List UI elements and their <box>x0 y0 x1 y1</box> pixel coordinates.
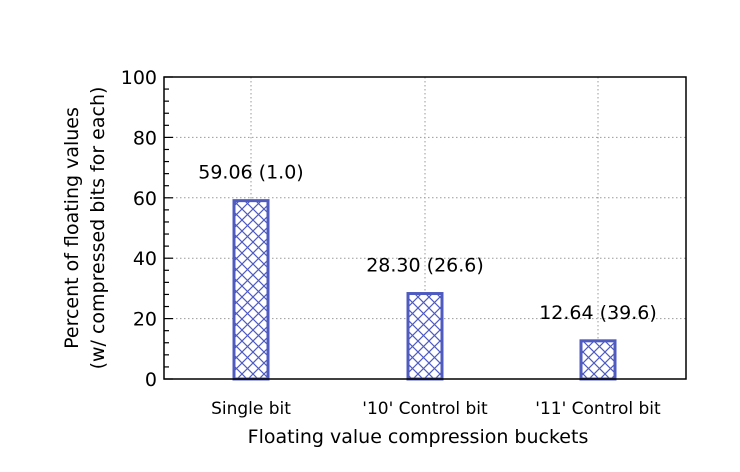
data-label: 28.30 (26.6) <box>366 255 484 277</box>
y-axis-title-line-1: Percent of floating values <box>61 107 83 349</box>
y-tick-label: 20 <box>133 309 157 331</box>
y-tick-label: 40 <box>133 248 157 270</box>
x-axis-title: Floating value compression buckets <box>248 426 589 448</box>
data-label: 59.06 (1.0) <box>198 162 303 184</box>
plot-frame <box>163 76 687 380</box>
bar-hatch <box>579 339 617 381</box>
bars <box>232 199 617 381</box>
labels: 0 20 40 60 80 100 Single bit '10' Control bit '1… <box>121 67 661 419</box>
x-tick-label: '11' Control bit <box>535 399 661 419</box>
bar-hatch <box>406 292 444 381</box>
y-tick-label: 80 <box>133 127 157 149</box>
x-tick-label: '10' Control bit <box>362 399 488 419</box>
y-tick-label: 100 <box>121 67 157 89</box>
data-label: 12.64 (39.6) <box>539 302 657 324</box>
y-axis-title-line-2: (w/ compressed bits for each) <box>87 87 109 370</box>
x-tick-label: Single bit <box>211 399 291 419</box>
y-tick-label: 60 <box>133 188 157 210</box>
bar-hatch <box>232 199 270 381</box>
axes <box>163 76 687 380</box>
y-tick-label: 0 <box>145 369 157 391</box>
